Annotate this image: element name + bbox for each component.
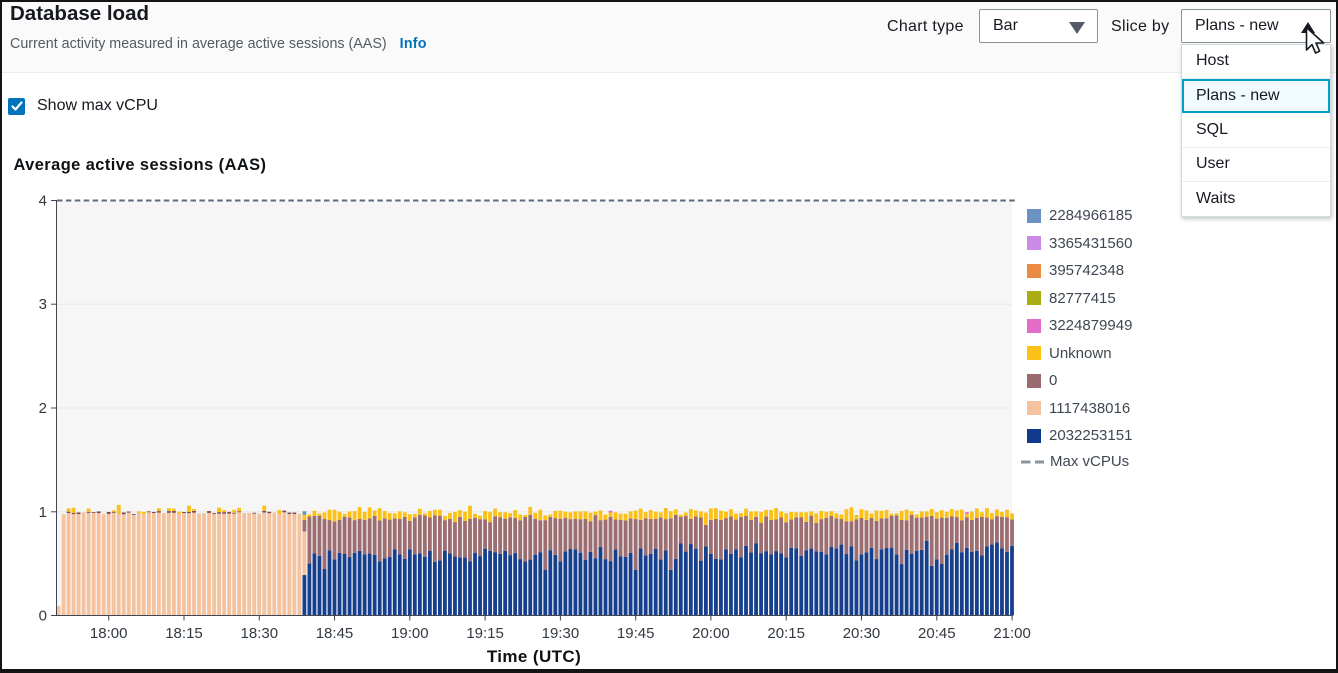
svg-text:19:15: 19:15: [466, 625, 504, 642]
svg-text:21:00: 21:00: [993, 625, 1031, 642]
svg-text:20:30: 20:30: [843, 625, 881, 642]
svg-text:4: 4: [39, 193, 47, 210]
svg-text:2: 2: [39, 400, 47, 417]
svg-text:Time (UTC): Time (UTC): [487, 647, 581, 666]
svg-text:20:45: 20:45: [918, 625, 956, 642]
svg-text:1: 1: [39, 504, 47, 521]
svg-text:0: 0: [39, 608, 47, 625]
svg-text:18:00: 18:00: [90, 625, 128, 642]
svg-text:18:30: 18:30: [241, 625, 279, 642]
svg-text:19:00: 19:00: [391, 625, 429, 642]
svg-text:18:45: 18:45: [316, 625, 354, 642]
svg-text:19:45: 19:45: [617, 625, 655, 642]
svg-text:3: 3: [39, 296, 47, 313]
svg-text:20:00: 20:00: [692, 625, 730, 642]
svg-text:18:15: 18:15: [165, 625, 203, 642]
svg-text:20:15: 20:15: [767, 625, 805, 642]
svg-text:19:30: 19:30: [542, 625, 580, 642]
